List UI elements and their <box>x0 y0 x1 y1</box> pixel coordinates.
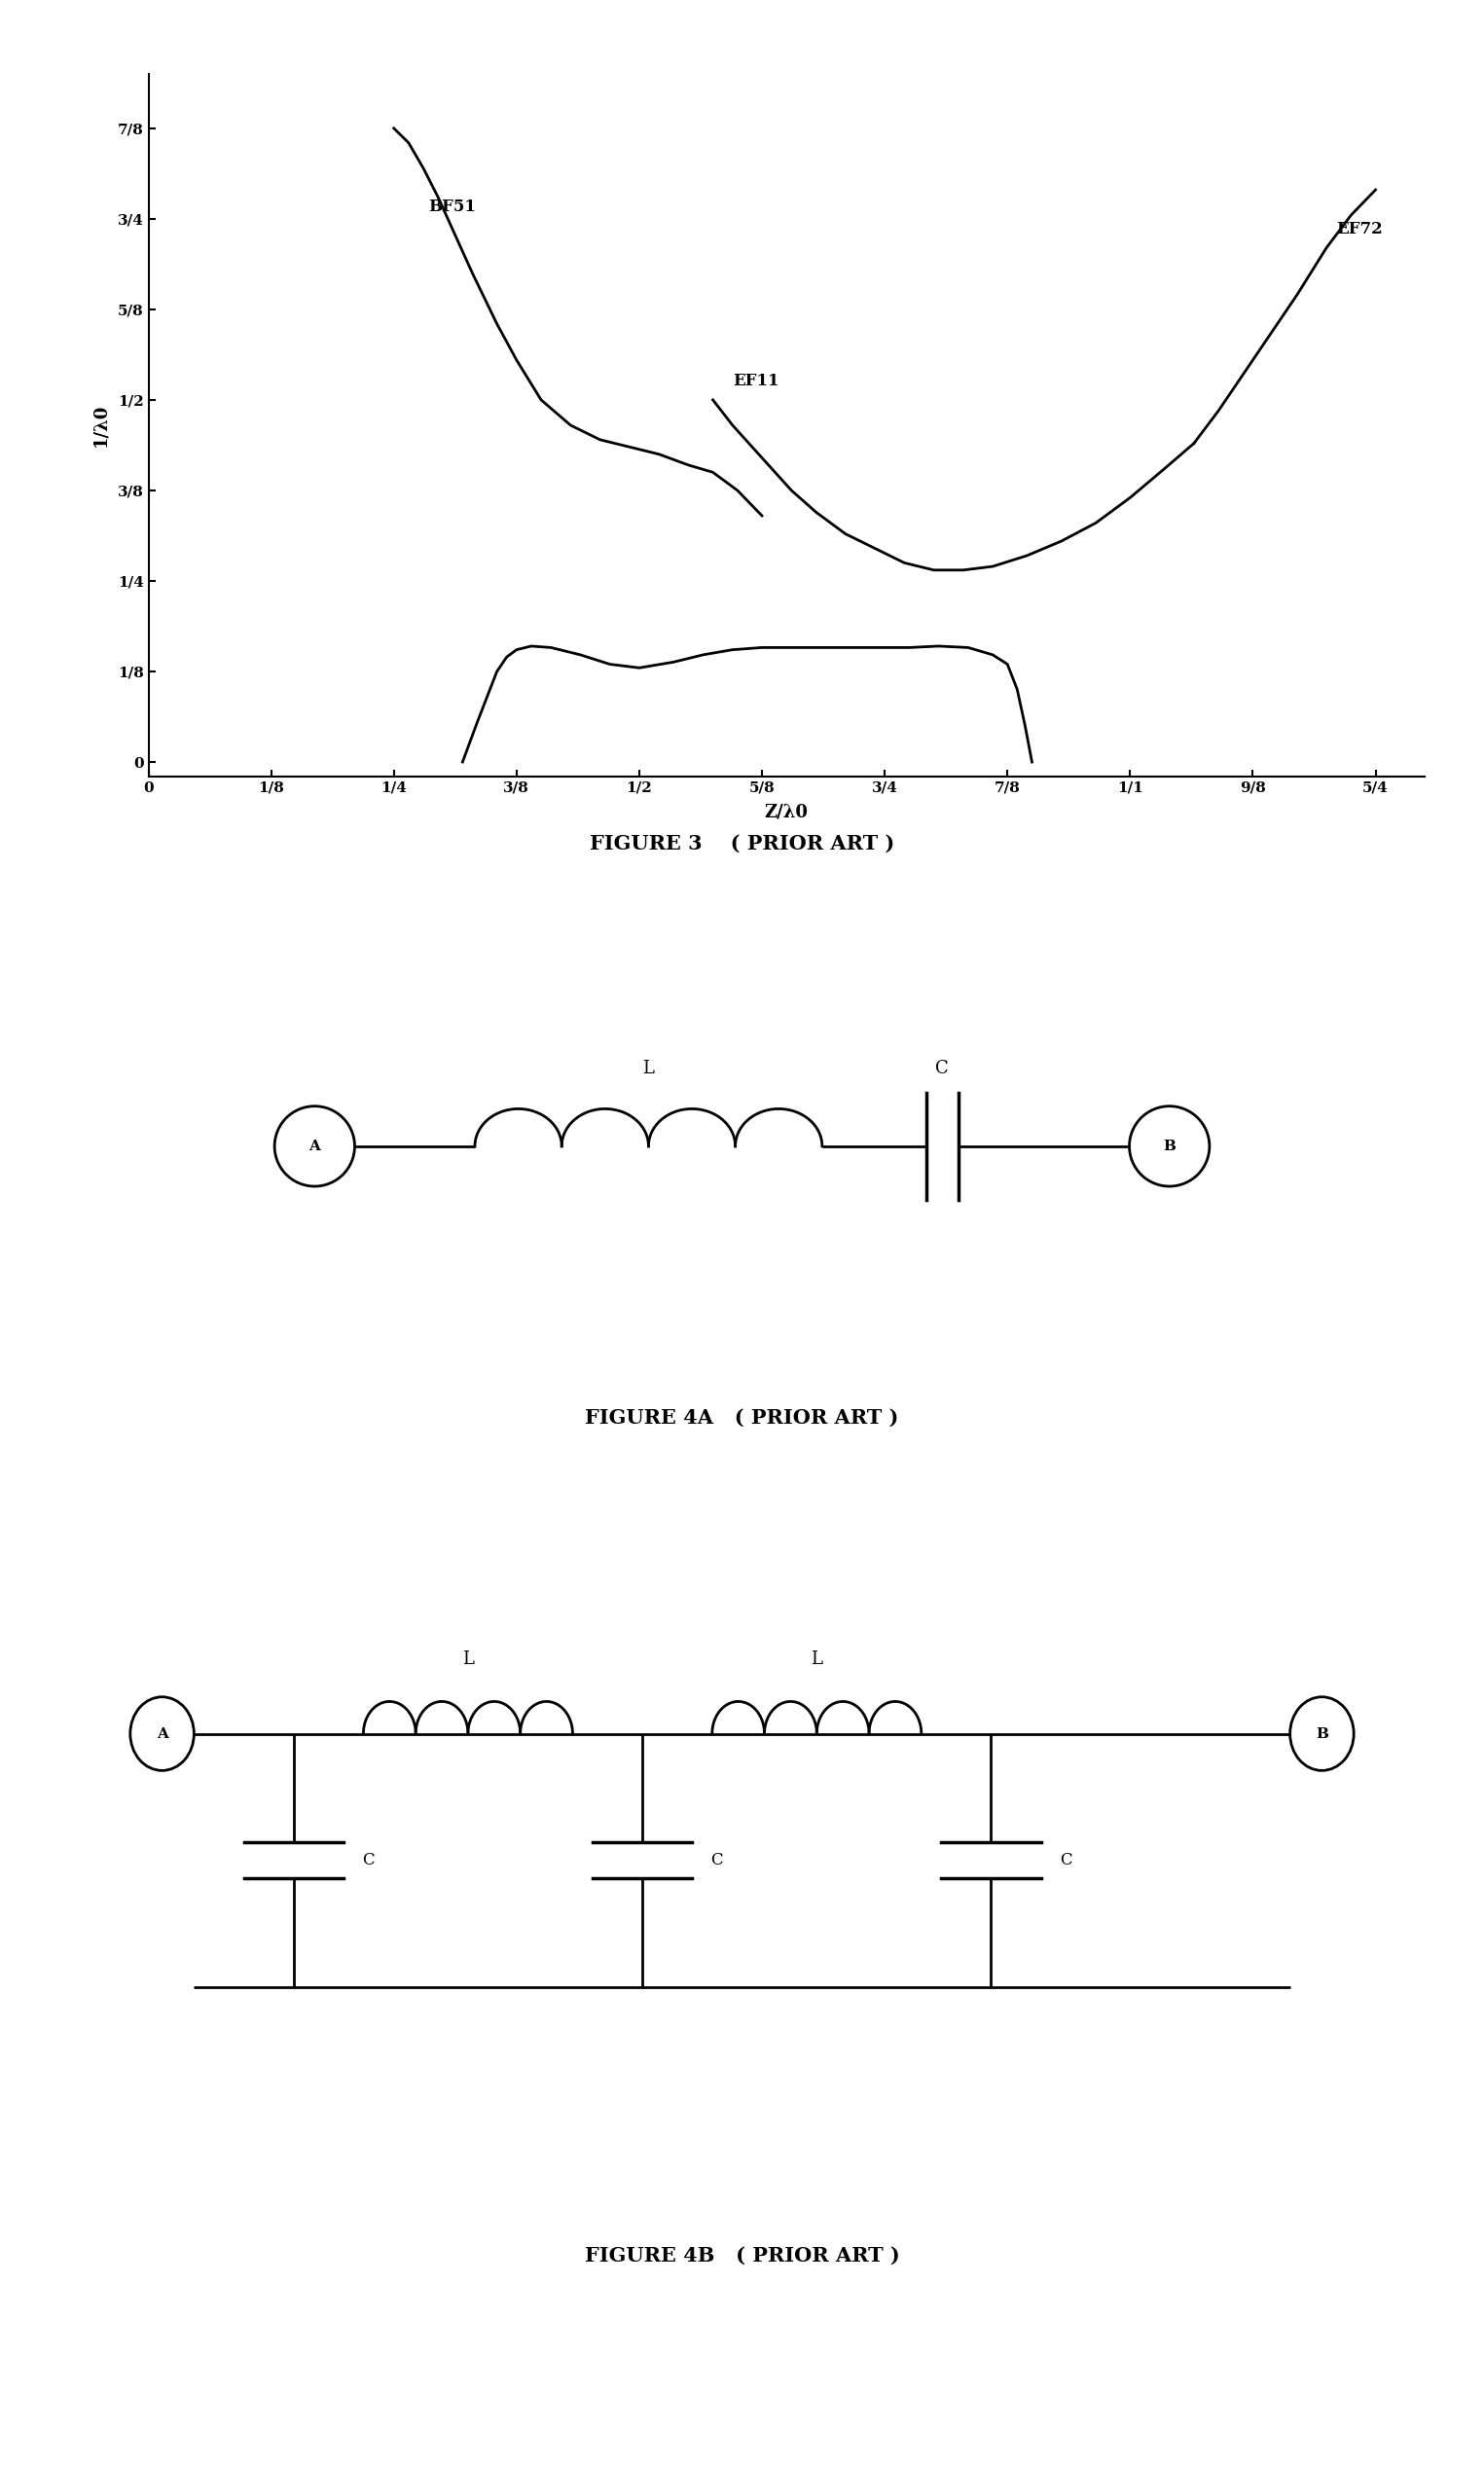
Text: C: C <box>935 1060 950 1077</box>
Text: B: B <box>1316 1728 1328 1740</box>
Text: L: L <box>643 1060 654 1077</box>
Text: BF51: BF51 <box>429 200 476 214</box>
Text: A: A <box>156 1728 168 1740</box>
Text: L: L <box>810 1649 822 1669</box>
Text: C: C <box>1060 1851 1071 1868</box>
X-axis label: Z/λ0: Z/λ0 <box>764 804 809 821</box>
Text: EF72: EF72 <box>1336 222 1383 237</box>
Text: B: B <box>1163 1139 1175 1154</box>
Text: FIGURE 4A   ( PRIOR ART ): FIGURE 4A ( PRIOR ART ) <box>585 1408 899 1427</box>
Text: A: A <box>309 1139 321 1154</box>
Text: FIGURE 4B   ( PRIOR ART ): FIGURE 4B ( PRIOR ART ) <box>585 2246 899 2265</box>
Text: FIGURE 3    ( PRIOR ART ): FIGURE 3 ( PRIOR ART ) <box>589 833 895 853</box>
Text: L: L <box>462 1649 473 1669</box>
Text: C: C <box>711 1851 723 1868</box>
Y-axis label: 1/λ0: 1/λ0 <box>92 404 110 446</box>
Text: EF11: EF11 <box>733 372 779 389</box>
Text: C: C <box>362 1851 374 1868</box>
